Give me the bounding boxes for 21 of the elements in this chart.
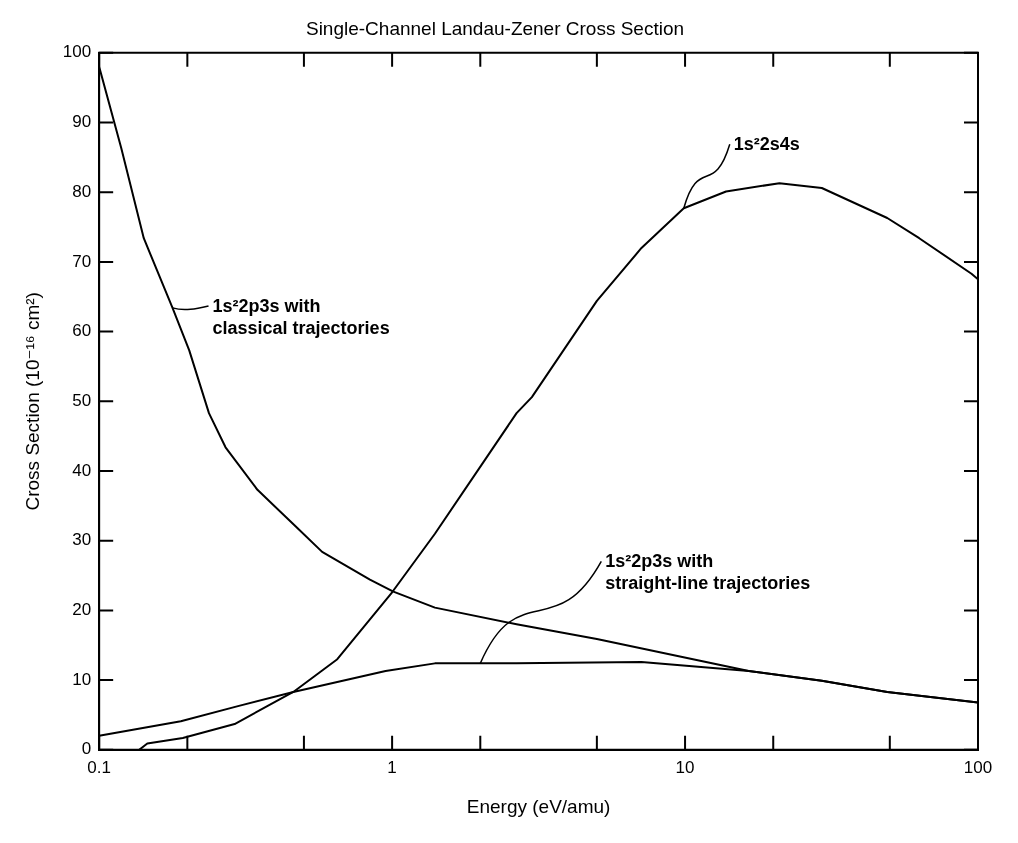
y-tick-label: 20	[72, 600, 92, 620]
y-tick-label: 30	[72, 530, 92, 550]
annotation: 1s²2p3s with straight-line trajectories	[605, 551, 811, 594]
y-axis-title: Cross Section (10⁻¹⁶ cm²)	[21, 292, 43, 511]
y-tick-label: 0	[81, 739, 92, 759]
annotation: 1s²2p3s with classical trajectories	[212, 295, 390, 338]
x-tick-label: 10	[675, 757, 695, 777]
x-tick-label: 100	[963, 757, 993, 777]
y-tick-label: 10	[72, 669, 92, 689]
y-tick-label: 50	[72, 390, 92, 410]
y-tick-label: 100	[62, 42, 92, 62]
x-axis-title: Energy (eV/amu)	[466, 795, 611, 817]
y-tick-label: 70	[72, 251, 92, 271]
y-tick-label: 40	[72, 460, 92, 480]
annotation: 1s²2s4s	[733, 134, 800, 155]
x-tick-label: 0.1	[87, 757, 111, 777]
x-tick-label: 1	[387, 757, 397, 777]
y-tick-label: 60	[72, 321, 92, 341]
y-tick-label: 80	[72, 181, 92, 201]
chart-title: Single-Channel Landau-Zener Cross Section	[305, 17, 685, 39]
y-tick-label: 90	[72, 112, 92, 132]
